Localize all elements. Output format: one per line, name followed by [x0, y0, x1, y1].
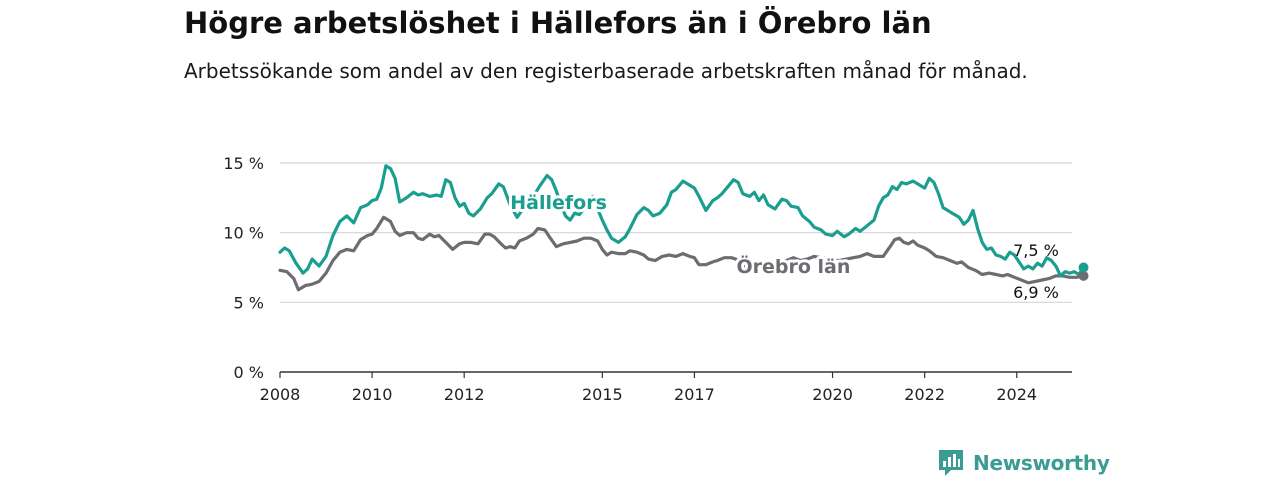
y-axis-tick-labels: 0 % 5 % 10 % 15 %	[223, 154, 264, 382]
chart-subtitle: Arbetssökande som andel av den registerb…	[184, 59, 1028, 83]
x-tick-label: 2020	[812, 385, 853, 404]
line-chart: 0 %5 %10 %15 % 2008 2010 2012 2015 2017 2020 2…	[223, 154, 1089, 404]
x-tick-label: 2017	[674, 385, 715, 404]
chart-title: Högre arbetslöshet i Hällefors än i Öreb…	[184, 6, 932, 40]
x-tick-label: 2010	[352, 385, 393, 404]
series-lines	[278, 164, 1086, 292]
newsworthy-logo-icon	[939, 450, 963, 476]
x-tick-label: 2015	[582, 385, 623, 404]
x-tick-label: 2022	[904, 385, 945, 404]
series-line-hallefors	[278, 164, 1086, 278]
x-tick-label: 2008	[260, 385, 301, 404]
x-axis: 2008 2010 2012 2015 2017 2020 2022 2024	[260, 371, 1072, 404]
series-label-orebro-lan-halo: Örebro län	[736, 254, 850, 278]
y-tick-label: 0 %	[234, 363, 264, 382]
end-marker-hallefors	[1078, 262, 1089, 273]
series-line-orebro-lan	[278, 215, 1086, 292]
y-tick-label: 5 %	[234, 293, 264, 312]
brand-name: Newsworthy	[973, 451, 1110, 475]
end-markers	[1078, 262, 1089, 281]
end-label-orebro-lan: 6,9 %	[1013, 283, 1059, 302]
y-tick-label: 15 %	[223, 154, 264, 173]
series-label-hallefors: Hällefors	[510, 192, 607, 214]
y-tick-label: 10 %	[223, 224, 264, 243]
series-label-hallefors-halo: Hällefors	[510, 192, 607, 214]
x-tick-label: 2024	[996, 385, 1037, 404]
x-tick-label: 2012	[444, 385, 485, 404]
end-marker-orebro-lan	[1078, 270, 1089, 281]
series-label-orebro-lan: Örebro län	[736, 254, 850, 278]
newsworthy-brand: Newsworthy	[937, 448, 1110, 478]
end-label-hallefors: 7,5 %	[1013, 241, 1059, 260]
